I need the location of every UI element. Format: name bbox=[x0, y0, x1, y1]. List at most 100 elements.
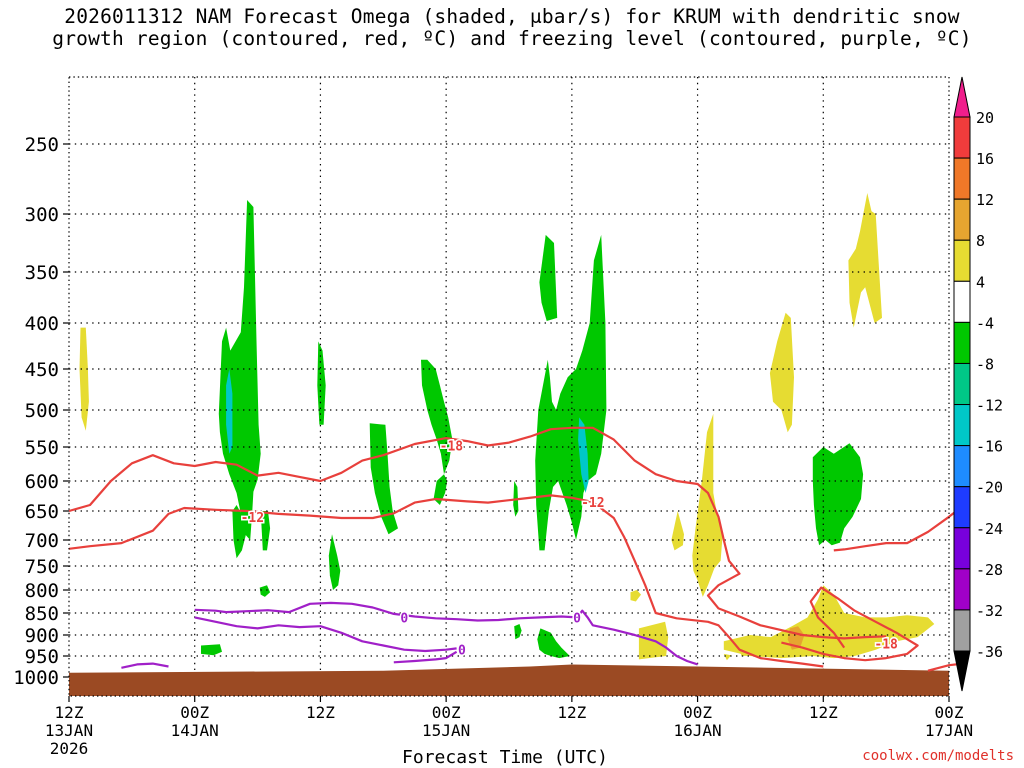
omega-shade-17 bbox=[812, 443, 864, 546]
x-tick-label-0-1: 12Z bbox=[55, 703, 84, 722]
title-line-2: growth region (contoured, red, ºC) and f… bbox=[52, 27, 972, 50]
omega-shade-28 bbox=[723, 653, 732, 661]
x-axis-title: Forecast Time (UTC) bbox=[402, 747, 608, 768]
plot-frame bbox=[68, 76, 950, 697]
contour-line-4 bbox=[927, 662, 960, 672]
omega-shade-15 bbox=[537, 628, 570, 659]
x-tick-label-36-2: 15JAN bbox=[422, 721, 470, 740]
omega-shaded-regions bbox=[79, 193, 935, 661]
omega-shade-18 bbox=[79, 327, 89, 431]
contour-line-6 bbox=[194, 616, 457, 653]
contour-label-4: 0 bbox=[400, 611, 408, 626]
y-tick-label-350: 350 bbox=[25, 262, 59, 284]
ground-layer bbox=[69, 664, 949, 696]
colorbar-label-13: -36 bbox=[976, 643, 1003, 661]
title-line-1: 2026011312 NAM Forecast Omega (shaded, μ… bbox=[64, 5, 960, 28]
colorbar-bin-5 bbox=[953, 321, 971, 364]
colorbar-bin-8 bbox=[953, 445, 971, 488]
contour-label-2: -12 bbox=[581, 496, 604, 511]
y-tick-label-950: 950 bbox=[25, 646, 59, 668]
contour-label-6: 0 bbox=[573, 611, 581, 626]
y-tick-label-700: 700 bbox=[25, 530, 59, 552]
omega-shade-5 bbox=[328, 534, 341, 590]
omega-shade-14 bbox=[514, 624, 522, 640]
x-tick-label-0-2: 13JAN bbox=[45, 721, 93, 740]
omega-shade-20 bbox=[769, 312, 794, 433]
ground-terrain bbox=[69, 664, 949, 696]
y-tick-label-300: 300 bbox=[25, 204, 59, 226]
x-tick-label-84-1: 00Z bbox=[935, 703, 964, 722]
x-tick-label-60-1: 00Z bbox=[683, 703, 712, 722]
omega-shade-27 bbox=[739, 649, 769, 656]
colorbar-bin-3 bbox=[953, 239, 971, 282]
x-tick-label-12-2: 14JAN bbox=[171, 721, 219, 740]
colorbar-bin-9 bbox=[953, 486, 971, 529]
contour-label-1: -12 bbox=[241, 511, 264, 526]
y-tick-label-400: 400 bbox=[25, 313, 59, 335]
contour-label-5: 0 bbox=[458, 644, 466, 659]
colorbar-bin-12 bbox=[953, 609, 971, 652]
contour-line-3 bbox=[833, 507, 961, 552]
y-tick-label-650: 650 bbox=[25, 501, 59, 523]
colorbar-label-9: -20 bbox=[976, 479, 1003, 497]
y-tick-label-750: 750 bbox=[25, 556, 59, 578]
colorbar-label-4: 4 bbox=[976, 273, 985, 291]
x-tick-label-36-1: 00Z bbox=[432, 703, 461, 722]
colorbar-label-3: 8 bbox=[976, 232, 985, 250]
omega-shade-10 bbox=[539, 234, 558, 321]
omega-shade-23 bbox=[630, 590, 641, 602]
x-tick-label-84-2: 17JAN bbox=[925, 721, 973, 740]
colorbar-bin-11 bbox=[953, 568, 971, 611]
x-tick-label-0-3: 2026 bbox=[50, 739, 89, 758]
y-tick-label-250: 250 bbox=[25, 134, 59, 156]
omega-shade-4 bbox=[317, 341, 326, 425]
omega-shade-21 bbox=[692, 413, 723, 597]
contour-label-3: -18 bbox=[874, 637, 898, 652]
x-tick-label-12-1: 00Z bbox=[180, 703, 209, 722]
colorbar-bin-4 bbox=[953, 280, 971, 323]
y-tick-label-850: 850 bbox=[25, 603, 59, 625]
contour-line-2 bbox=[781, 586, 919, 662]
x-tick-label-24-1: 12Z bbox=[306, 703, 335, 722]
omega-shade-9 bbox=[433, 474, 448, 505]
contour-labels: -18 -12 -12 -18 0 0 0 bbox=[239, 438, 899, 660]
y-tick-label-550: 550 bbox=[25, 437, 59, 459]
colorbar-bin-0 bbox=[953, 116, 971, 159]
contour-line-0 bbox=[68, 494, 824, 668]
y-tick-label-600: 600 bbox=[25, 471, 59, 493]
colorbar-label-11: -28 bbox=[976, 561, 1003, 579]
x-tick-label-48-1: 12Z bbox=[557, 703, 586, 722]
colorbar-bin-2 bbox=[953, 198, 971, 241]
colorbar-bin-1 bbox=[953, 157, 971, 200]
colorbar-label-10: -24 bbox=[976, 520, 1003, 538]
omega-shade-1 bbox=[232, 505, 246, 559]
omega-shade-0 bbox=[218, 200, 261, 540]
colorbar-bin-6 bbox=[953, 362, 971, 406]
colorbar-label-0: 20 bbox=[976, 109, 994, 127]
colorbar-label-2: 12 bbox=[976, 191, 994, 209]
colorbar-overflow-bottom bbox=[953, 650, 971, 692]
colorbar: 20 16 12 8 4 -4 -8 -12 -16 -20 -24 -28 -32 -36 bbox=[953, 76, 1003, 692]
colorbar-bin-10 bbox=[953, 527, 971, 570]
colorbar-label-8: -16 bbox=[976, 438, 1003, 456]
omega-shade-16 bbox=[201, 644, 222, 656]
contour-line-7 bbox=[393, 650, 458, 664]
colorbar-bin-7 bbox=[953, 404, 971, 447]
contour-line-8 bbox=[121, 662, 169, 669]
omega-shade-7 bbox=[369, 423, 398, 535]
omega-shade-8 bbox=[421, 359, 453, 475]
contour-line-1 bbox=[68, 426, 887, 640]
y-tick-label-800: 800 bbox=[25, 580, 59, 602]
x-tick-label-60-2: 16JAN bbox=[673, 721, 721, 740]
contour-line-5 bbox=[194, 601, 698, 666]
omega-shade-11 bbox=[535, 234, 607, 551]
y-tick-label-1000: 1000 bbox=[13, 667, 59, 689]
omega-shade-22 bbox=[671, 511, 684, 551]
colorbar-label-7: -12 bbox=[976, 397, 1003, 415]
y-tick-label-500: 500 bbox=[25, 400, 59, 422]
omega-shade-19 bbox=[848, 193, 882, 328]
colorbar-label-1: 16 bbox=[976, 150, 994, 168]
y-tick-label-900: 900 bbox=[25, 625, 59, 647]
contour-label-0: -18 bbox=[440, 440, 464, 455]
